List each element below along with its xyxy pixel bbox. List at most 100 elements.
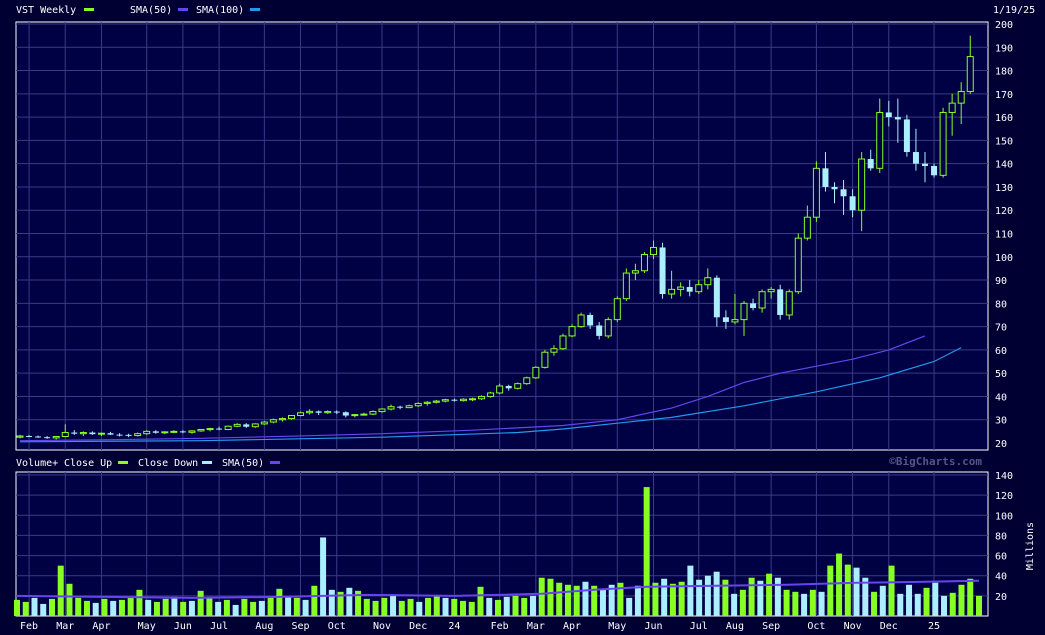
volume-bar — [442, 597, 449, 616]
candle-body — [414, 402, 422, 407]
watermark: ©BigCharts.com — [889, 455, 982, 468]
candle — [278, 417, 286, 422]
candle-body — [794, 237, 802, 293]
volume-bar — [923, 587, 930, 616]
candle-body — [912, 152, 919, 164]
volume-bar — [626, 597, 633, 616]
candle — [451, 398, 458, 402]
candle-body — [731, 319, 739, 323]
volume-bar — [223, 599, 230, 616]
legend-closedown-label: Close Down — [138, 458, 198, 469]
volume-bar — [748, 577, 755, 616]
candle-body — [52, 435, 60, 439]
candle-body — [369, 411, 377, 415]
candle-body — [966, 56, 974, 93]
candle-body — [550, 348, 558, 353]
volume-bar — [783, 589, 790, 616]
volume-sma-line — [16, 579, 980, 599]
volume-y-tick-label: 80 — [995, 531, 1007, 542]
candle-body — [71, 432, 78, 434]
candle — [16, 434, 24, 439]
candle — [478, 395, 486, 400]
candle-body — [179, 431, 186, 433]
candle — [559, 333, 567, 350]
candle-body — [35, 436, 42, 438]
volume-title: Volume+ — [16, 458, 58, 469]
candle — [532, 366, 540, 379]
volume-y-axis-label: Millions — [1025, 522, 1036, 570]
volume-bar — [416, 601, 423, 616]
volume-bar — [258, 600, 265, 616]
candle-body — [260, 421, 268, 425]
candle — [777, 284, 784, 320]
candle-body — [640, 253, 648, 272]
volume-y-ticks: 20 40 60 80 100 120 140 — [995, 471, 1013, 603]
x-tick-label: 25 — [928, 621, 940, 632]
candle-body — [677, 286, 685, 290]
volume-y-tick-label: 100 — [995, 511, 1013, 522]
candle — [432, 399, 440, 404]
candle — [143, 430, 151, 435]
candle — [197, 428, 205, 432]
candle — [713, 275, 720, 327]
candle — [71, 430, 78, 435]
price-y-tick-label: 50 — [995, 369, 1007, 380]
volume-bar — [652, 582, 659, 616]
candle — [812, 161, 820, 222]
candle — [125, 433, 132, 438]
candle-body — [604, 319, 612, 337]
candle — [315, 410, 322, 416]
candle — [206, 427, 214, 432]
candle — [731, 294, 739, 325]
chart-title-swatch — [84, 8, 94, 11]
volume-bar — [853, 567, 860, 616]
volume-bar — [197, 590, 204, 616]
candle — [414, 402, 422, 407]
candle-body — [858, 158, 866, 211]
volume-bar — [241, 598, 248, 616]
x-tick-label: Oct — [328, 621, 346, 632]
legend-sma50-label: SMA(50) — [130, 5, 172, 16]
volume-bar — [836, 553, 843, 616]
candle-body — [505, 385, 512, 389]
legend-volsma-label: SMA(50) — [222, 458, 264, 469]
volume-bar — [573, 585, 580, 616]
price-y-tick-label: 70 — [995, 323, 1007, 334]
volume-bar — [372, 600, 379, 616]
volume-bar — [468, 601, 475, 616]
price-y-tick-label: 120 — [995, 206, 1013, 217]
volume-bar — [390, 595, 397, 616]
candle-body — [26, 436, 33, 438]
candle-body — [740, 302, 748, 321]
candle — [650, 240, 657, 260]
price-y-tick-label: 110 — [995, 230, 1013, 241]
volume-bar — [608, 584, 615, 616]
candle — [306, 409, 314, 415]
volume-bar — [320, 537, 327, 616]
candle — [849, 189, 856, 218]
x-tick-label: Aug — [726, 621, 744, 632]
price-y-tick-label: 190 — [995, 43, 1013, 54]
volume-panel: 20 40 60 80 100 120 140 Millions — [14, 471, 1036, 617]
candle-body — [487, 392, 495, 397]
x-tick-label: Nov — [373, 621, 391, 632]
x-tick-label: Jul — [690, 621, 708, 632]
volume-bar — [591, 585, 598, 616]
candle-body — [541, 351, 549, 368]
x-tick-label: May — [608, 621, 626, 632]
candle-body — [478, 395, 486, 400]
candle — [803, 205, 811, 241]
candle-body — [116, 434, 123, 436]
candle-body — [107, 433, 114, 435]
volume-bar — [722, 579, 729, 616]
volume-bar — [398, 600, 405, 616]
price-y-tick-label: 20 — [995, 439, 1007, 450]
candle-body — [216, 428, 223, 430]
x-tick-label: Mar — [527, 621, 545, 632]
candle — [487, 391, 495, 398]
legend-closedown-swatch — [202, 461, 212, 464]
volume-bars — [14, 487, 982, 616]
sma50-line — [19, 335, 926, 442]
candle-body — [876, 111, 884, 169]
candle-body — [758, 291, 766, 309]
